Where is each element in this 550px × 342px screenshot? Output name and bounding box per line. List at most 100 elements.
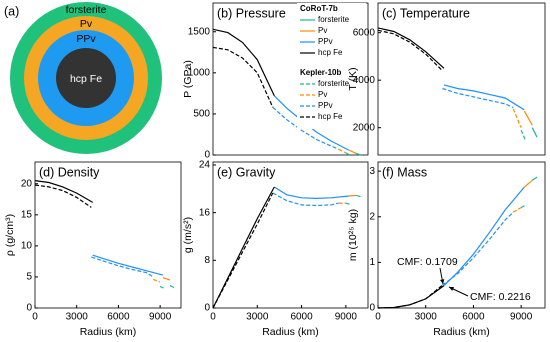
line-series [272, 106, 339, 150]
panel-label: (a) [4, 4, 19, 18]
y-axis-label: g (m/s²) [182, 217, 194, 253]
x-tick-label: 6000 [462, 312, 485, 323]
chart-title: (f) Mass [382, 165, 427, 179]
y-tick-label: 5 [26, 272, 32, 283]
line-series [512, 108, 522, 128]
line-series [91, 256, 154, 278]
x-tick-label: 0 [32, 312, 38, 323]
line-series [345, 152, 350, 156]
legend-label: hcp Fe [318, 112, 343, 121]
line-series [512, 207, 522, 213]
layer-label: hcp Fe [70, 73, 102, 85]
line-series [348, 194, 357, 197]
legend-label: PPv [318, 37, 333, 46]
y-tick-label: 2000 [353, 122, 376, 133]
chart-title: (c) Temperature [382, 6, 470, 20]
x-tick-label: 3000 [246, 312, 269, 323]
layer-label: PPv [76, 33, 96, 45]
structure-diagram: (a) forsterite Pv PPv hcp Fe [4, 2, 162, 154]
line-series [377, 27, 445, 69]
y-tick-label: 0 [26, 303, 32, 314]
legend-label: Pv [318, 26, 327, 35]
y-tick-label: 2 [369, 211, 375, 222]
chart-title: (b) Pressure [217, 6, 286, 20]
plot-frame [377, 2, 546, 156]
line-series [273, 186, 349, 200]
chart-title: (d) Density [39, 165, 100, 179]
y-tick-label: 6000 [353, 27, 376, 38]
y-tick-label: 0 [204, 150, 210, 161]
y-tick-label: 4000 [353, 75, 376, 86]
line-series [169, 285, 175, 289]
y-tick-label: 20 [21, 178, 33, 189]
chart-panel: 2000 4000 6000 (c) Temperature T (K) [347, 2, 546, 156]
legend-label: Pv [318, 90, 327, 99]
layer-label: Pv [80, 18, 93, 30]
y-tick-label: 24 [199, 160, 211, 171]
chart-title: (e) Gravity [217, 165, 276, 179]
x-tick-label: 9000 [335, 312, 358, 323]
line-series [212, 46, 274, 108]
x-tick-label: 0 [210, 312, 216, 323]
chart-panel: 0 1 2 3 0 3000 6000 9000 (f) Mass m (10²⁵ kg) Radi… [347, 161, 546, 338]
y-axis-label: ρ (g/cm³) [4, 214, 16, 256]
line-series [531, 176, 538, 181]
line-series [92, 254, 164, 276]
line-series [520, 129, 526, 140]
line-series [377, 284, 443, 309]
line-series [443, 186, 525, 287]
x-tick-label: 3000 [66, 312, 89, 323]
y-axis-label: m (10²⁵ kg) [347, 209, 359, 261]
arrow-head [449, 286, 454, 291]
x-axis-label: Radius (km) [80, 326, 137, 338]
line-series [159, 285, 164, 289]
arrow-head [440, 279, 445, 284]
x-tick-label: 9000 [510, 312, 533, 323]
line-series [345, 202, 350, 205]
layer-label: forsterite [66, 4, 107, 16]
line-series [443, 84, 525, 111]
line-series [212, 186, 275, 309]
line-series [356, 194, 361, 198]
line-series [442, 87, 514, 109]
x-tick-label: 6000 [107, 312, 130, 323]
line-series [212, 28, 275, 97]
x-tick-label: 0 [375, 312, 381, 323]
line-series [348, 149, 357, 154]
x-tick-label: 9000 [149, 312, 172, 323]
line-series [442, 211, 514, 286]
legend-label: hcp Fe [318, 48, 343, 57]
chart-panel: 0 5 10 15 20 0 3000 6000 9000 (d) Density ρ (g/cm³… [4, 161, 182, 338]
line-series [162, 277, 171, 281]
plot-frame [377, 161, 546, 309]
line-series [152, 278, 161, 283]
y-tick-label: 10 [21, 241, 33, 252]
y-tick-label: 500 [193, 109, 210, 120]
y-tick-label: 0 [204, 303, 210, 314]
line-series [520, 204, 526, 209]
line-series [34, 184, 92, 208]
y-axis-label: P (GPa) [182, 60, 194, 98]
line-series [377, 29, 443, 72]
y-tick-label: 16 [199, 207, 211, 218]
chart-panel: 0 8 16 24 0 3000 6000 9000 (e) Gravity g (m/s²) Ra… [182, 160, 369, 338]
annotation: CMF: 0.1709 [397, 256, 458, 268]
line-series [34, 180, 94, 203]
chart-panel: 0 500 1000 1500 (b) Pressure P (GPa) CoRoT-7b f… [182, 2, 369, 161]
legend-title: Kepler-10b [300, 68, 341, 77]
y-tick-label: 8 [204, 255, 210, 266]
x-axis-label: Radius (km) [262, 326, 319, 338]
x-tick-label: 6000 [290, 312, 313, 323]
y-tick-label: 15 [21, 209, 33, 220]
plot-frame [212, 2, 369, 156]
line-series [355, 152, 361, 156]
line-series [212, 192, 274, 309]
x-axis-label: Radius (km) [433, 326, 490, 338]
y-tick-label: 3 [369, 166, 375, 177]
legend-label: forsterite [318, 79, 350, 88]
line-series [523, 110, 533, 126]
legend-label: forsterite [318, 15, 350, 24]
legend-label: PPv [318, 101, 333, 110]
y-axis-label: T (K) [347, 67, 359, 90]
y-tick-label: 1000 [188, 67, 211, 78]
